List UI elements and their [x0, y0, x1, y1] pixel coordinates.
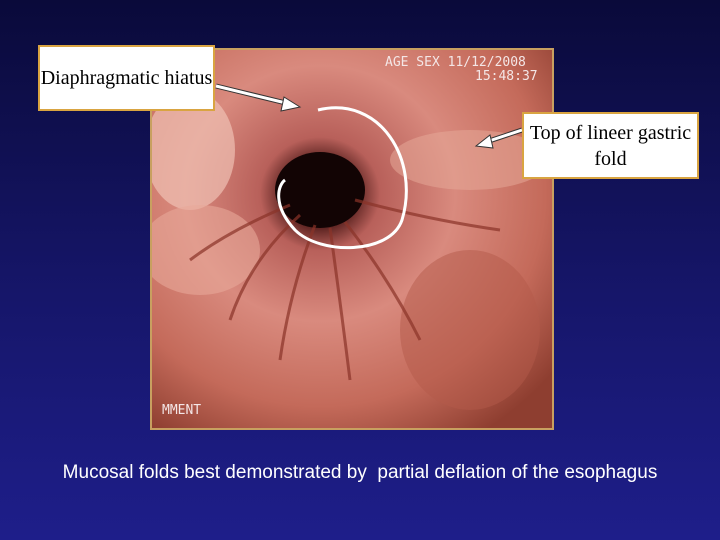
endoscopy-photo: AGE SEX 11/12/2008 15:48:37 MMENT: [152, 50, 552, 428]
overlay-text: AGE SEX 11/12/2008: [385, 55, 526, 70]
label-box: Top of lineer gastric fold: [522, 112, 699, 179]
arrow: [215, 83, 302, 112]
overlay-text: MMENT: [162, 403, 201, 418]
caption: Mucosal folds best demonstrated by parti…: [62, 462, 658, 483]
label-box: Diaphragmatic hiatus: [38, 45, 215, 111]
overlay-text: 15:48:37: [475, 69, 538, 84]
arrow: [474, 127, 523, 149]
hiatus-outline: [277, 106, 408, 250]
